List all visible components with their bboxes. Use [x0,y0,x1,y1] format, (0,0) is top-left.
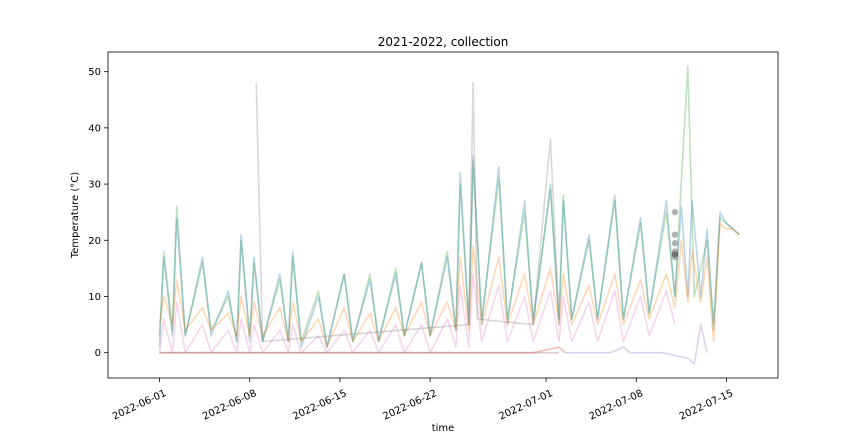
x-axis-label: time [432,423,455,432]
y-tick-label-5: 40 [88,123,101,134]
y-tick-label-4: 30 [88,180,101,191]
plot-frame [107,51,779,379]
series-line-1 [158,65,740,348]
x-axis: 2022-06-01 2022-06-08 2022-06-15 2022-06-22… [111,378,735,423]
y-tick-label-2: 10 [88,292,101,303]
x-tick-label-2: 2022-06-08 [201,388,258,423]
x-tick-label-5: 2022-07-01 [497,388,554,423]
series-line-8 [255,82,560,343]
marker-point-6 [671,253,679,261]
y-tick-label-3: 20 [88,236,101,247]
x-tick-label-1: 2022-06-01 [111,388,168,423]
marker-point-3 [671,239,679,247]
marker-point-2 [671,248,679,255]
y-axis: 0 10 20 30 40 50 [88,67,108,359]
marker-point-5 [671,208,679,216]
series-line-2 [158,155,740,348]
series-line-3 [158,222,740,348]
x-tick-label-6: 2022-07-08 [588,388,645,423]
series-line-4 [158,273,676,354]
y-tick-label-1: 0 [95,348,101,359]
series-line-6 [565,323,708,365]
x-tick-label-3: 2022-06-15 [291,388,348,423]
marker-layer [671,208,679,261]
series-layer [158,65,740,365]
chart-title: 2021-2022, collection [378,35,509,49]
marker-point-4 [671,231,679,238]
y-axis-label: Temperature (°C) [70,172,81,259]
x-tick-label-7: 2022-07-15 [678,388,735,423]
series-line-5 [159,346,566,354]
x-tick-label-4: 2022-06-22 [381,388,438,423]
y-tick-label-6: 50 [88,67,101,78]
